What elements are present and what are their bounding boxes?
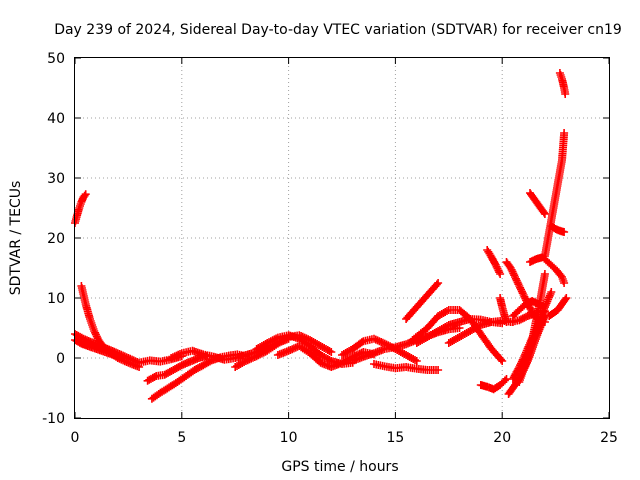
y-tick-label: 50	[47, 51, 65, 67]
chart-title: Day 239 of 2024, Sidereal Day-to-day VTE…	[54, 22, 622, 38]
data-series-arc-18	[483, 246, 505, 278]
data-series-arc-14	[402, 279, 443, 323]
y-tick-label: 40	[47, 111, 65, 127]
data-series-arc-26	[506, 307, 549, 326]
data-points	[71, 69, 571, 403]
x-tick-label: 5	[177, 430, 186, 446]
data-series-arc-6	[143, 351, 212, 385]
plot-frame	[74, 57, 610, 419]
x-tick-label: 10	[280, 430, 298, 446]
data-series-arc-10	[273, 342, 378, 371]
grid-lines	[75, 58, 609, 418]
data-series-arc-33	[545, 294, 571, 320]
y-tick-label: -10	[42, 411, 65, 427]
data-series-arc-13	[370, 360, 443, 374]
x-tick-label: 25	[600, 430, 618, 446]
data-series-arc-20	[476, 375, 511, 394]
data-series-arc-25	[519, 309, 549, 374]
data-series-arc-31	[540, 129, 569, 260]
y-tick-label: 30	[47, 171, 65, 187]
data-series-arc-19	[496, 294, 511, 326]
axis-ticks: 0 5 10 15 20 25 -10 0 10 20 30 40 50	[42, 51, 618, 446]
x-tick-label: 0	[71, 430, 80, 446]
data-series-arc-28	[526, 189, 549, 218]
y-axis-label: SDTVAR / TECUs	[8, 181, 24, 296]
y-tick-label: 20	[47, 231, 65, 247]
x-tick-label: 20	[493, 430, 511, 446]
x-tick-label: 15	[386, 430, 404, 446]
y-tick-label: 0	[56, 351, 65, 367]
data-series-arc-32	[555, 69, 570, 98]
y-tick-label: 10	[47, 291, 65, 307]
data-series-arc-29	[526, 253, 569, 287]
x-axis-label: GPS time / hours	[281, 459, 398, 475]
data-series-arc-27	[508, 297, 549, 320]
